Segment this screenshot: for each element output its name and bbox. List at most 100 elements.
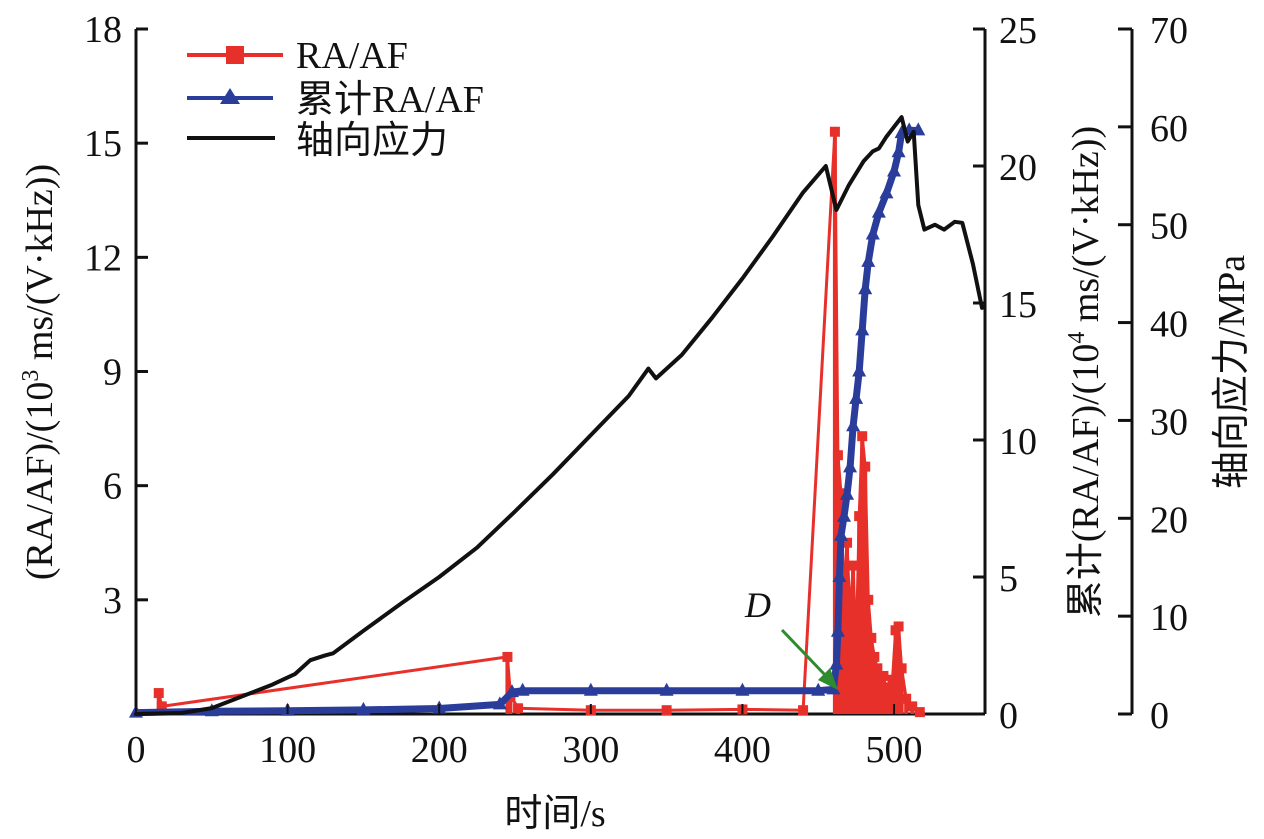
axes-layer: 0 100 200 300 400 500 3 6 9 12 15 18 0 5 10 15 20 25 0 10 20… — [84, 9, 1188, 771]
raaf-marker — [842, 537, 853, 548]
annotation-d-label: D — [744, 585, 771, 625]
cumulative-marker — [861, 253, 876, 267]
raaf-marker — [829, 126, 840, 137]
right1-axis-title: 累计(RA/AF)/(104 ms/(V·kHz)) — [1064, 126, 1107, 618]
cumulative-marker — [832, 569, 847, 582]
cumulative-marker — [887, 163, 902, 177]
raaf-marker — [857, 431, 868, 442]
cumulative-marker — [871, 204, 886, 218]
right2-tick-label: 30 — [1150, 401, 1188, 443]
legend-item-stress: 轴向应力 — [187, 120, 448, 162]
left-axis-title: (RA/AF)/(103 ms/(V·kHz)) — [18, 164, 61, 580]
raaf-marker — [869, 651, 880, 662]
raaf-marker — [839, 594, 850, 605]
raaf-marker — [798, 705, 809, 716]
right2-tick-label: 70 — [1150, 10, 1188, 52]
raaf-marker — [835, 488, 846, 499]
raaf-marker — [860, 461, 871, 472]
x-axis-title: 时间/s — [504, 793, 605, 835]
left-tick-label: 3 — [103, 580, 122, 622]
cumulative-marker — [830, 623, 845, 637]
x-tick-label: 200 — [411, 729, 468, 771]
raaf-marker — [661, 705, 672, 716]
cumulative-marker — [840, 486, 855, 500]
raaf-marker — [878, 670, 889, 681]
right1-tick-label: 0 — [999, 695, 1018, 737]
annotation-d-arrow-head — [818, 668, 838, 690]
left-tick-label: 18 — [84, 9, 122, 51]
cumulative-marker — [833, 527, 848, 541]
cumulative-marker — [504, 684, 519, 698]
legend-label-raaf: RA/AF — [296, 35, 408, 77]
left-axis-title-sup: 3 — [18, 370, 44, 382]
raaf-marker — [851, 648, 862, 659]
series-layer — [129, 115, 984, 718]
cumulative-marker — [492, 696, 507, 710]
raaf-marker — [914, 707, 925, 718]
series-1 — [129, 122, 926, 718]
legend-marker-square — [226, 46, 244, 64]
cumulative-marker — [879, 185, 894, 199]
raaf-marker — [872, 663, 883, 674]
left-axis-title-part2: ms/(V·kHz)) — [19, 164, 61, 370]
series-2 — [134, 115, 984, 716]
left-tick-label: 6 — [103, 466, 122, 508]
x-tick-label: 0 — [127, 729, 146, 771]
raaf-marker — [863, 594, 874, 605]
right1-axis-title-part2: ms/(V·kHz)) — [1065, 126, 1107, 332]
cumulative-marker — [515, 682, 530, 696]
left-tick-label: 9 — [103, 352, 122, 394]
right2-axis-title: 轴向应力/MPa — [1211, 255, 1253, 489]
raaf-marker — [502, 651, 513, 662]
cumulative-marker — [811, 682, 826, 696]
raaf-marker — [854, 511, 865, 522]
left-tick-label: 15 — [84, 123, 122, 165]
raaf-marker — [156, 701, 167, 712]
x-tick-label: 100 — [259, 729, 316, 771]
raaf-marker — [884, 682, 895, 693]
cumulative-marker — [843, 459, 858, 473]
cumulative-line — [132, 126, 922, 717]
raaf-marker — [845, 613, 856, 624]
cumulative-marker — [865, 226, 880, 240]
raaf-marker — [848, 560, 859, 571]
x-tick-label: 300 — [562, 729, 619, 771]
cumulative-marker — [891, 144, 906, 158]
cumulative-marker — [659, 682, 674, 696]
right1-tick-label: 25 — [999, 10, 1037, 52]
legend-item-cumulative: 累计RA/AF — [187, 79, 484, 121]
raaf-marker — [893, 621, 904, 632]
legend: RA/AF 累计RA/AF 轴向应力 — [187, 35, 484, 162]
cumulative-marker — [858, 281, 873, 295]
stress-line — [134, 115, 984, 716]
cumulative-marker — [735, 682, 750, 696]
raaf-marker — [832, 450, 843, 461]
cumulative-marker — [849, 390, 864, 404]
cumulative-marker — [846, 418, 861, 432]
cumulative-marker — [356, 701, 371, 715]
right2-tick-label: 50 — [1150, 206, 1188, 248]
raaf-marker — [875, 678, 886, 689]
raaf-marker — [866, 632, 877, 643]
right2-tick-label: 10 — [1150, 597, 1188, 639]
right1-axis-title-sup: 4 — [1064, 332, 1090, 344]
right1-axis-title-part1: 累计(RA/AF)/(10 — [1065, 344, 1107, 618]
left-axis-title-part1: (RA/AF)/(10 — [19, 382, 61, 580]
right1-tick-label: 15 — [999, 284, 1037, 326]
plot-frame — [134, 29, 1134, 716]
cumulative-marker — [855, 322, 870, 336]
annotation-d: D — [744, 585, 838, 690]
cumulative-marker — [837, 508, 852, 522]
x-tick-label: 500 — [866, 729, 923, 771]
series-0 — [153, 126, 925, 718]
right2-tick-label: 40 — [1150, 304, 1188, 346]
legend-item-raaf: RA/AF — [187, 35, 408, 77]
right1-tick-label: 10 — [999, 421, 1037, 463]
x-tick-label: 400 — [714, 729, 771, 771]
legend-label-cumulative: 累计RA/AF — [296, 79, 484, 121]
cumulative-marker — [829, 656, 844, 670]
raaf-line — [157, 130, 921, 714]
cumulative-marker — [826, 681, 841, 695]
raaf-marker — [896, 663, 907, 674]
